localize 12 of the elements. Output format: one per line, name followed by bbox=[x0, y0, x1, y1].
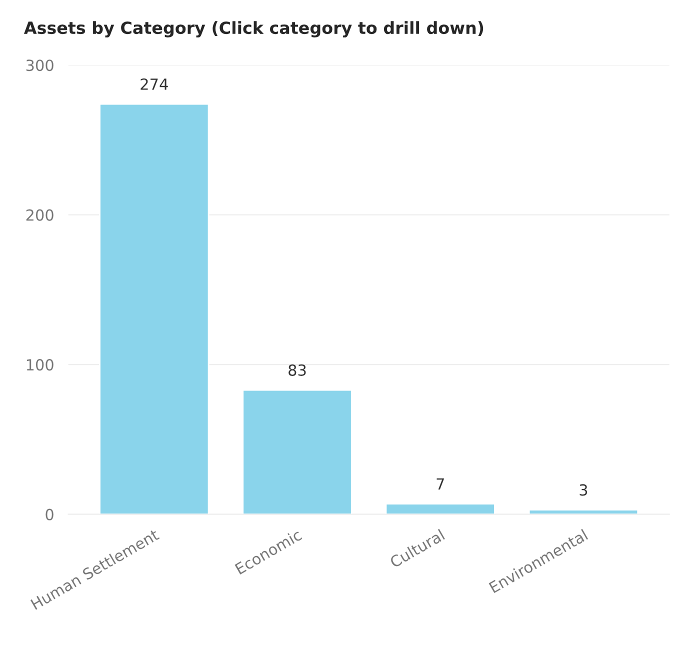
bar bbox=[99, 103, 210, 514]
y-tick-label: 0 bbox=[46, 508, 54, 520]
y-tick-label: 200 bbox=[26, 209, 54, 221]
y-tick-label: 100 bbox=[26, 359, 54, 371]
bar bbox=[242, 389, 352, 514]
bar bbox=[385, 503, 496, 514]
chart-title: Assets by Category (Click category to drill down) bbox=[24, 21, 484, 38]
data-label: 7 bbox=[436, 478, 444, 490]
data-label: 3 bbox=[580, 484, 588, 496]
data-label: 274 bbox=[140, 78, 168, 90]
y-tick-label: 300 bbox=[26, 60, 54, 72]
data-label: 83 bbox=[288, 364, 306, 376]
